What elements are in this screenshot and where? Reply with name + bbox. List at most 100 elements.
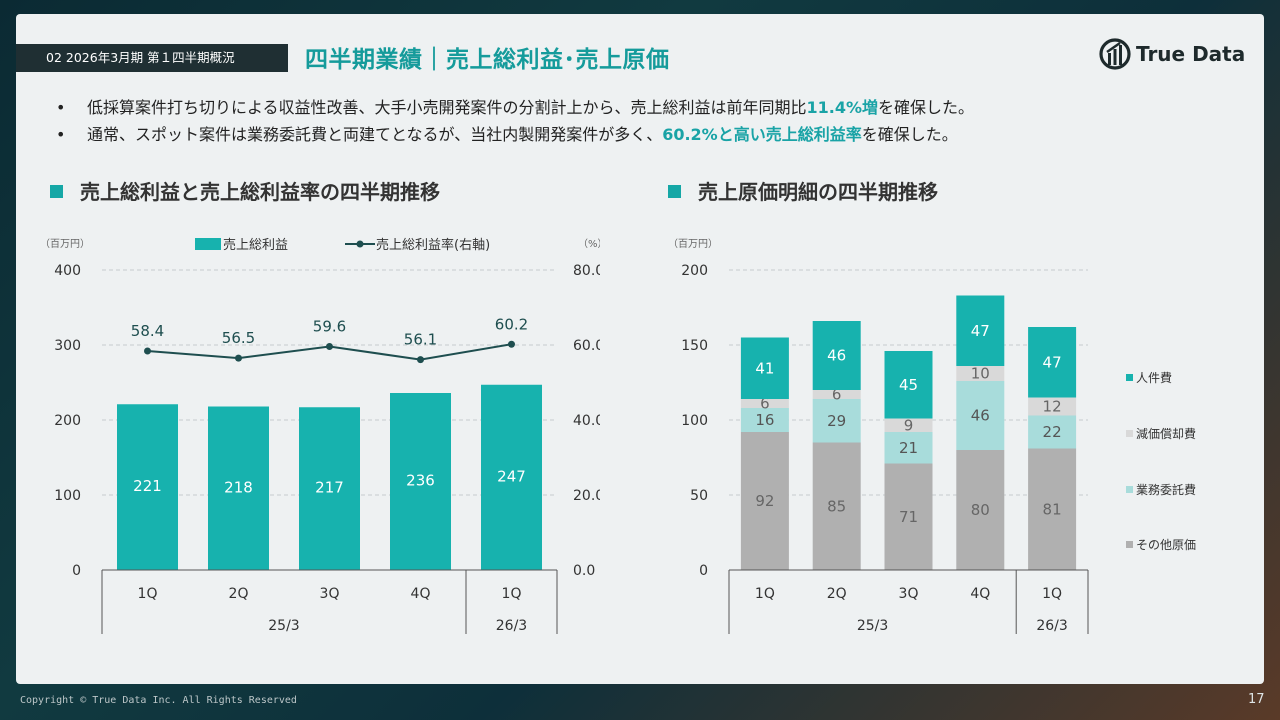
cost-segment (740, 399, 789, 408)
cost-segment-label: 12 (1043, 398, 1062, 416)
cost-segment (740, 337, 789, 399)
cost-segment (1028, 415, 1077, 449)
y-tick-label: 200 (54, 413, 81, 429)
y-axis-unit: （百万円） (668, 238, 718, 250)
logo-text: True Data (1136, 42, 1246, 66)
true-data-logo-icon (1099, 38, 1131, 70)
margin-label: 59.6 (313, 318, 346, 336)
cost-segment-label: 9 (904, 416, 914, 434)
cost-segment (812, 390, 861, 399)
cost-segment (884, 432, 933, 464)
legend-bar-swatch (195, 238, 221, 250)
cost-segment-label: 41 (755, 359, 774, 377)
cost-segment (1028, 327, 1077, 398)
margin-point (144, 347, 151, 355)
x-tick-label: 1Q (138, 586, 158, 602)
cost-segment (884, 463, 933, 570)
gross-profit-chart: （百万円） （%） 0 0.0 100 20.0 200 40.0 300 60.0 400 80.0… (40, 237, 600, 634)
legend-swatch (1126, 374, 1133, 381)
copyright: Copyright © True Data Inc. All Rights Re… (20, 695, 297, 706)
bullet-text: 通常、スポット案件は業務委託費と両建てとなるが、当社内製開発案件が多く、 (87, 125, 663, 144)
cost-segment-label: 80 (971, 501, 990, 519)
legend-label: 業務委託費 (1136, 482, 1196, 497)
gross-profit-bar (299, 407, 360, 570)
y-tick-label: 0 (699, 563, 708, 579)
cost-segment-label: 46 (971, 407, 990, 425)
x-tick-label: 3Q (899, 586, 919, 602)
x-tick-label: 2Q (827, 586, 847, 602)
legend-swatch (1126, 541, 1133, 548)
cost-segment-label: 6 (832, 386, 842, 404)
cost-segment (956, 366, 1005, 381)
bullet-item: • 低採算案件打ち切りによる収益性改善、大手小売開発案件の分割計上から、売上総利益… (56, 98, 975, 117)
cost-segment-label: 22 (1043, 423, 1062, 441)
gross-profit-bar-label: 221 (133, 477, 162, 495)
gross-profit-bar (481, 384, 542, 570)
cost-segment-label: 81 (1043, 500, 1062, 518)
x-tick-label: 1Q (1042, 586, 1062, 602)
cost-segment (812, 442, 861, 570)
cost-segment (1028, 448, 1077, 570)
margin-label: 56.1 (404, 331, 437, 349)
x-tick-label: 1Q (502, 586, 522, 602)
cost-segment-label: 29 (827, 412, 846, 430)
section-square-icon (668, 185, 681, 198)
y-tick-label: 100 (54, 488, 81, 504)
page-title: 四半期業績｜売上総利益･売上原価 (305, 47, 670, 73)
y-tick-label: 400 (54, 263, 81, 279)
cost-segment (884, 351, 933, 419)
y-tick-label: 0 (72, 563, 81, 579)
right-section-title-text: 売上原価明細の四半期推移 (698, 180, 938, 204)
cost-segment (812, 321, 861, 390)
margin-point (508, 340, 515, 348)
cost-segment (812, 399, 861, 443)
y-tick-label: 100 (681, 413, 708, 429)
legend-line-label: 売上総利益率(右軸) (376, 237, 490, 253)
cost-segment-label: 71 (899, 508, 918, 526)
x-tick-label: 4Q (411, 586, 431, 602)
cost-segment-label: 47 (1043, 353, 1062, 371)
y-tick-label: 150 (681, 338, 708, 354)
gross-profit-bar (390, 393, 451, 570)
cost-segment-label: 10 (971, 365, 990, 383)
legend-bar-label: 売上総利益 (223, 237, 288, 253)
y-right-tick-label: 80.0 (573, 263, 600, 279)
cost-segment (956, 295, 1005, 366)
gross-profit-bar-label: 218 (224, 478, 253, 496)
cost-segment (956, 381, 1005, 450)
x-group-label: 26/3 (496, 618, 527, 634)
margin-point (417, 356, 424, 364)
right-axis-unit: （%） (578, 238, 600, 250)
legend-swatch (1126, 430, 1133, 437)
y-right-tick-label: 40.0 (573, 413, 600, 429)
gross-profit-bar-label: 247 (497, 467, 526, 485)
gross-profit-bar-label: 236 (406, 472, 435, 490)
y-tick-label: 200 (681, 263, 708, 279)
bullet-highlight: 11.4%増 (806, 98, 879, 117)
left-axis-unit: （百万円） (40, 238, 90, 250)
cost-segment (956, 450, 1005, 570)
cost-segment-label: 92 (755, 492, 774, 510)
legend-label: 人件費 (1136, 370, 1172, 385)
bullet-list: • 低採算案件打ち切りによる収益性改善、大手小売開発案件の分割計上から、売上総利益… (56, 94, 974, 148)
bullet-text: 低採算案件打ち切りによる収益性改善、大手小売開発案件の分割計上から、売上総利益は… (87, 98, 807, 117)
y-right-tick-label: 0.0 (573, 563, 595, 579)
margin-label: 56.5 (222, 329, 255, 347)
legend-label: 減価償却費 (1136, 426, 1196, 441)
margin-point (235, 354, 242, 362)
cost-segment-label: 21 (899, 439, 918, 457)
cost-segment-label: 45 (899, 376, 918, 394)
cost-segment (884, 418, 933, 432)
cost-segment-label: 46 (827, 347, 846, 365)
cost-segment-label: 16 (755, 411, 774, 429)
bullet-text: を確保した。 (878, 98, 975, 117)
page-number: 17 (1248, 692, 1265, 707)
x-tick-label: 2Q (229, 586, 249, 602)
cost-segment-label: 6 (760, 395, 770, 413)
margin-label: 60.2 (495, 315, 528, 333)
bullet-item: • 通常、スポット案件は業務委託費と両建てとなるが、当社内製開発案件が多く、60.… (56, 125, 958, 144)
x-tick-label: 4Q (970, 586, 990, 602)
bullet-text: を確保した。 (861, 125, 958, 144)
cost-segment (1028, 397, 1077, 416)
y-right-tick-label: 20.0 (573, 488, 600, 504)
